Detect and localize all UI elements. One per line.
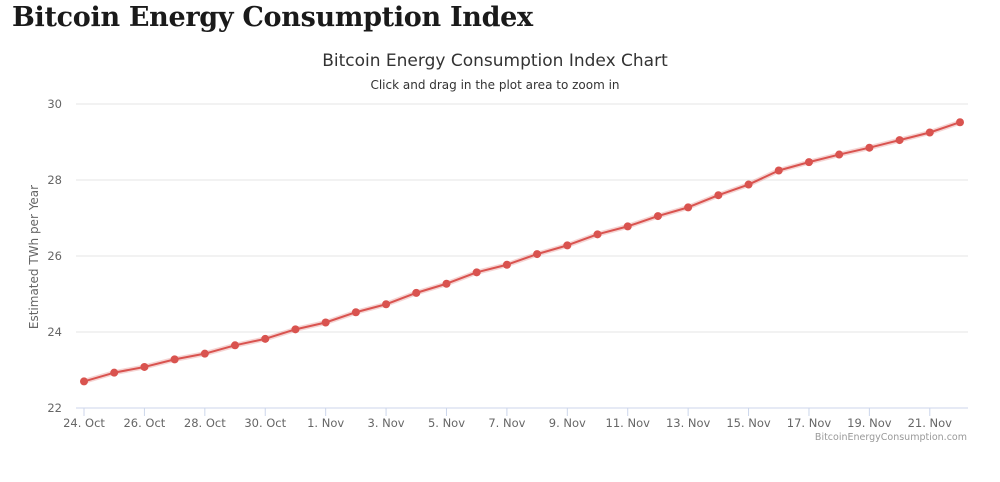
page-heading: Bitcoin Energy Consumption Index — [12, 2, 533, 33]
series-layer — [80, 118, 964, 386]
x-tick-label: 15. Nov — [726, 416, 771, 430]
data-point[interactable] — [412, 288, 421, 297]
x-tick-label: 24. Oct — [63, 416, 105, 430]
data-point[interactable] — [744, 180, 753, 189]
data-point[interactable] — [593, 230, 602, 239]
data-point[interactable] — [80, 377, 88, 386]
y-tick-label: 28 — [47, 173, 62, 187]
x-tick-label: 1. Nov — [307, 416, 344, 430]
data-point[interactable] — [502, 260, 511, 269]
x-tick-label: 19. Nov — [847, 416, 892, 430]
data-point[interactable] — [382, 300, 391, 309]
data-point[interactable] — [533, 250, 542, 259]
series-line-halo — [83, 119, 961, 384]
chart-subtitle: Click and drag in the plot area to zoom … — [370, 78, 619, 92]
data-point[interactable] — [774, 166, 783, 175]
x-tick-label: 26. Oct — [123, 416, 165, 430]
data-point[interactable] — [865, 143, 874, 152]
y-axis-label: Estimated TWh per Year — [27, 185, 41, 329]
data-point[interactable] — [623, 222, 632, 231]
x-tick-label: 30. Oct — [244, 416, 286, 430]
chart-title: Bitcoin Energy Consumption Index Chart — [322, 51, 668, 71]
axes: 22 24 26 28 30 24. Oct 26. Oct 28. Oct 30. Oct 1.… — [47, 97, 968, 430]
x-tick-label: 13. Nov — [666, 416, 711, 430]
x-tick-label: 9. Nov — [549, 416, 586, 430]
y-tick-label: 30 — [47, 97, 62, 111]
x-tick-label: 11. Nov — [606, 416, 651, 430]
data-point[interactable] — [472, 268, 481, 277]
data-point[interactable] — [563, 241, 572, 250]
x-tick-label: 21. Nov — [908, 416, 953, 430]
x-tick-label: 3. Nov — [368, 416, 405, 430]
x-tick-label: 5. Nov — [428, 416, 465, 430]
series-line — [83, 121, 961, 383]
chart-credits[interactable]: BitcoinEnergyConsumption.com — [815, 432, 967, 443]
data-point[interactable] — [895, 136, 904, 145]
data-point[interactable] — [321, 318, 330, 327]
data-point[interactable] — [956, 118, 964, 127]
data-point[interactable] — [261, 334, 270, 343]
grid-lines — [76, 103, 968, 333]
y-tick-label: 26 — [47, 249, 62, 263]
data-point[interactable] — [653, 212, 662, 221]
data-point[interactable] — [140, 362, 149, 371]
data-point[interactable] — [291, 325, 300, 334]
data-point[interactable] — [925, 128, 934, 137]
y-tick-label: 22 — [47, 401, 62, 415]
data-point[interactable] — [684, 203, 693, 212]
data-point[interactable] — [110, 368, 119, 377]
data-point[interactable] — [170, 355, 179, 364]
x-tick-label: 17. Nov — [787, 416, 832, 430]
x-tick-label: 7. Nov — [488, 416, 525, 430]
data-point[interactable] — [804, 158, 813, 167]
x-tick-label: 28. Oct — [184, 416, 226, 430]
data-point[interactable] — [835, 150, 844, 159]
data-point[interactable] — [231, 341, 240, 350]
data-point[interactable] — [351, 308, 360, 317]
data-point[interactable] — [714, 191, 723, 200]
y-tick-label: 24 — [47, 325, 62, 339]
data-point[interactable] — [442, 279, 451, 288]
data-point[interactable] — [200, 349, 209, 358]
